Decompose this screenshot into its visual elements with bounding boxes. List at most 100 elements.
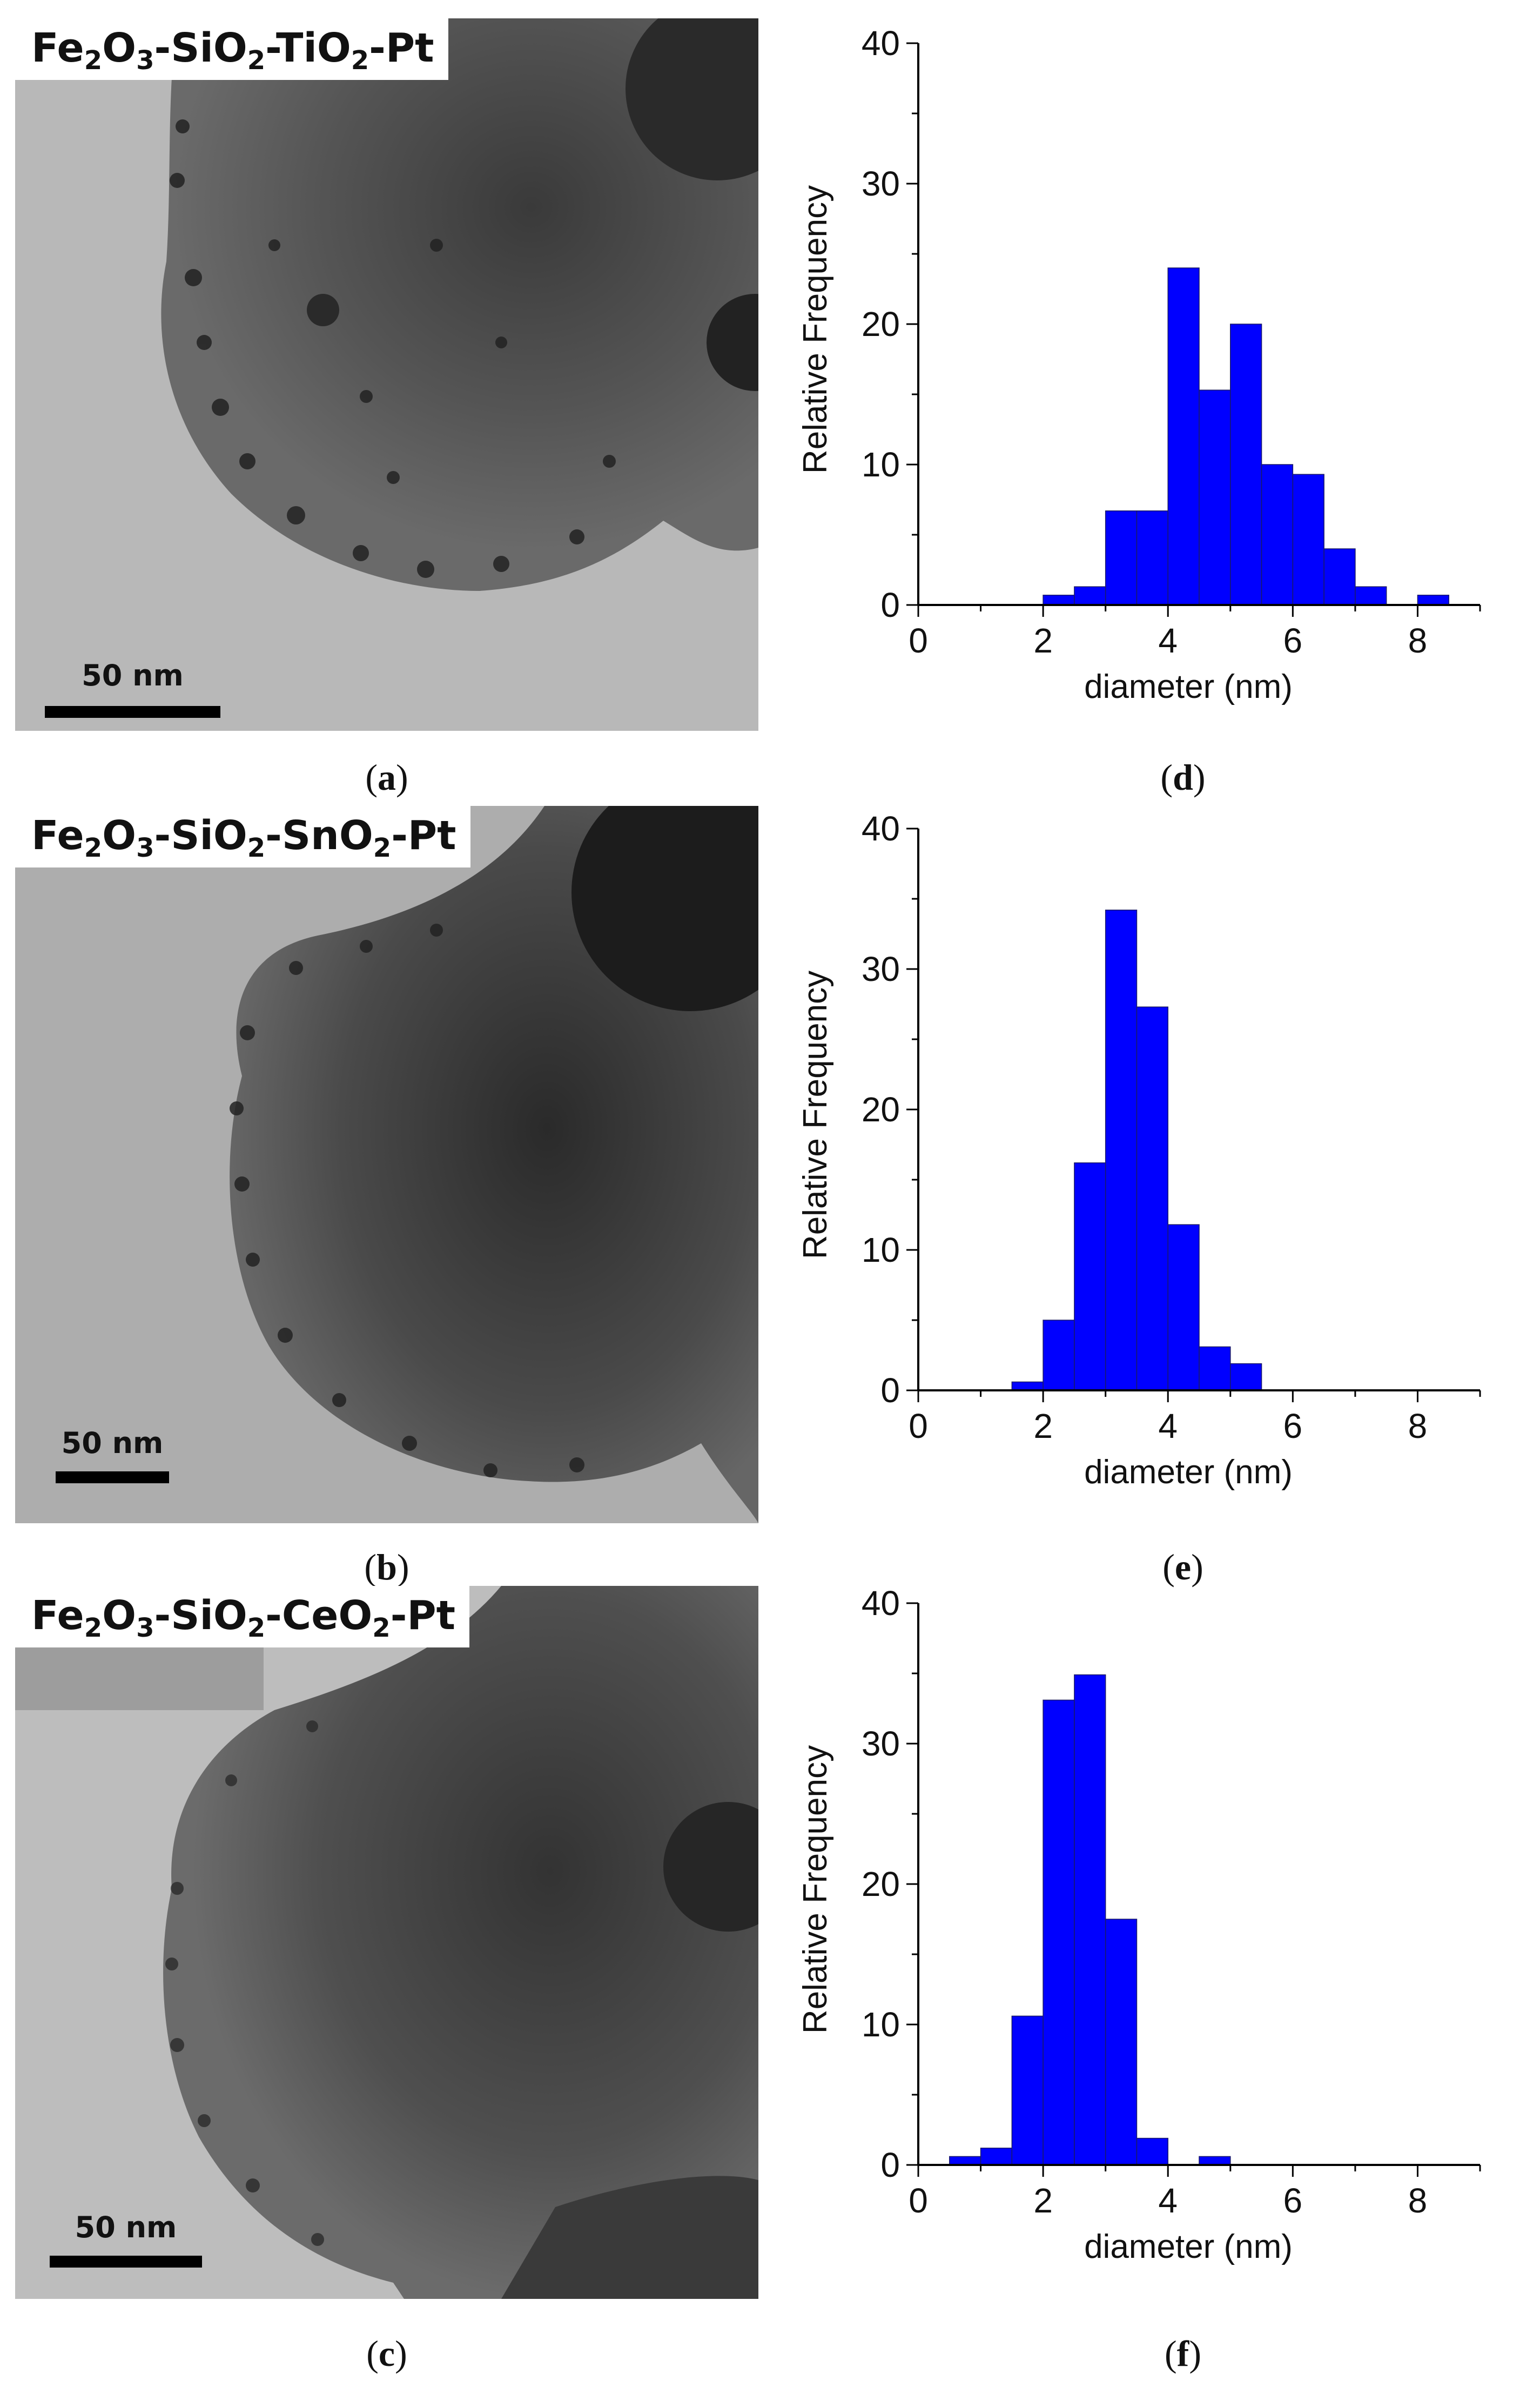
title-subscript: 2	[247, 833, 266, 863]
title-text: O	[102, 25, 137, 71]
histogram-bar	[1105, 910, 1138, 1391]
histogram-bar	[1043, 1699, 1075, 2165]
title-text: Fe	[31, 25, 84, 71]
scale-line-a	[45, 706, 220, 718]
histogram-bar	[1199, 2156, 1231, 2165]
tem-micrograph-b	[15, 806, 758, 1523]
histogram-bar	[1074, 1162, 1106, 1391]
y-tick-label: 30	[862, 950, 900, 988]
x-tick-label: 4	[1158, 621, 1178, 660]
histogram-f-svg: 0 2 4 6 8 0 10 20 30 40 diameter (nm) Relative Freq…	[797, 1584, 1481, 2265]
panel-label-e: (e)	[1162, 1546, 1203, 1588]
x-tick-label: 6	[1283, 1407, 1303, 1445]
title-subscript: 2	[373, 833, 392, 863]
title-text: Fe	[31, 812, 84, 859]
title-subscript: 2	[351, 45, 369, 76]
title-subscript: 2	[84, 833, 103, 863]
x-tick-label: 0	[909, 2181, 928, 2220]
y-axis-label: Relative Frequency	[797, 185, 834, 474]
histogram-bar	[1167, 267, 1200, 606]
histogram-bar	[1105, 1919, 1138, 2165]
histogram-bar	[1199, 389, 1231, 606]
histogram-bar	[1230, 324, 1262, 606]
histogram-bar	[980, 2148, 1013, 2165]
tem-micrograph-a	[15, 18, 758, 731]
x-tick-label: 6	[1283, 621, 1303, 660]
histogram-bar	[1074, 586, 1106, 606]
histogram-bar	[1105, 510, 1138, 606]
y-tick-label: 0	[880, 2145, 900, 2184]
y-tick-label: 40	[862, 1584, 900, 1623]
histogram-bar	[1011, 2015, 1044, 2165]
title-text: -SiO	[154, 25, 247, 71]
y-tick-label: 0	[880, 1371, 900, 1410]
histogram-bar	[1230, 1363, 1262, 1391]
histogram-bar	[1292, 474, 1324, 606]
x-tick-label: 2	[1033, 621, 1053, 660]
histogram-bar	[1323, 548, 1356, 606]
title-text: -Pt	[369, 25, 434, 71]
x-tick-label: 4	[1158, 1407, 1178, 1445]
x-axis-label: diameter (nm)	[1084, 668, 1293, 705]
scale-bar-c: 50 nm	[50, 2210, 202, 2270]
x-tick-label: 8	[1408, 1407, 1428, 1445]
scale-label-c: 50 nm	[75, 2210, 177, 2244]
y-tick-label: 40	[862, 809, 900, 848]
title-subscript: 2	[247, 45, 266, 76]
histogram-bar	[1136, 2137, 1168, 2165]
title-text: O	[102, 1592, 137, 1639]
histogram-bar	[1043, 595, 1075, 606]
panel-label-f: (f)	[1165, 2333, 1201, 2374]
histogram-f: 0 2 4 6 8 0 10 20 30 40 diameter (nm) Relative Freq…	[789, 1576, 1513, 2300]
histogram-bar	[1355, 586, 1387, 606]
tem-title-b: Fe2O3-SiO2-SnO2-Pt	[15, 806, 470, 867]
y-tick-label: 40	[862, 24, 900, 63]
title-subscript: 3	[136, 833, 154, 863]
histogram-e: 0 2 4 6 8 0 10 20 30 40 diameter (nm) Relative Freq…	[789, 802, 1513, 1525]
histogram-bar	[1261, 464, 1294, 606]
x-tick-label: 2	[1033, 2181, 1053, 2220]
x-tick-label: 4	[1158, 2181, 1178, 2220]
title-subscript: 2	[372, 1613, 391, 1643]
title-text: Fe	[31, 1592, 84, 1639]
x-tick-label: 8	[1408, 2181, 1428, 2220]
histogram-d-svg: 0 2 4 6 8 0 10 20 30 40 diameter (nm) Relative Freq…	[797, 24, 1481, 705]
title-text: -TiO	[265, 25, 351, 71]
title-text: -Pt	[391, 812, 456, 859]
y-tick-label: 20	[862, 305, 900, 344]
panel-label-a: (a)	[365, 757, 408, 798]
histogram-bar	[949, 2156, 981, 2165]
y-tick-label: 20	[862, 1090, 900, 1129]
scale-line-b	[56, 1471, 169, 1483]
y-tick-label: 30	[862, 164, 900, 203]
x-tick-label: 0	[909, 1407, 928, 1445]
histogram-bar	[1011, 1381, 1044, 1391]
tem-image-c: Fe2O3-SiO2-CeO2-Pt 50 nm	[15, 1586, 758, 2299]
title-text: -SiO	[154, 812, 247, 859]
scale-bar-a: 50 nm	[45, 658, 220, 718]
tem-image-b: Fe2O3-SiO2-SnO2-Pt 50 nm	[15, 806, 758, 1523]
y-tick-label: 0	[880, 586, 900, 624]
scale-line-c	[50, 2256, 202, 2268]
histogram-bar	[1136, 1006, 1168, 1391]
title-subscript: 3	[136, 45, 154, 76]
y-tick-label: 10	[862, 2005, 900, 2044]
tem-title-a: Fe2O3-SiO2-TiO2-Pt	[15, 18, 448, 80]
y-tick-label: 10	[862, 1230, 900, 1269]
histogram-bar	[1074, 1674, 1106, 2165]
x-axis-label: diameter (nm)	[1084, 1454, 1293, 1491]
x-tick-label: 2	[1033, 1407, 1053, 1445]
histogram-bar	[1199, 1346, 1231, 1391]
scale-label-b: 50 nm	[61, 1426, 164, 1460]
title-text: -SnO	[265, 812, 373, 859]
tem-micrograph-c	[15, 1586, 758, 2299]
scale-bar-b: 50 nm	[56, 1426, 169, 1485]
y-tick-label: 20	[862, 1865, 900, 1903]
x-tick-label: 6	[1283, 2181, 1303, 2220]
histogram-bar	[1136, 510, 1168, 606]
title-subscript: 2	[247, 1613, 266, 1643]
title-subscript: 2	[84, 45, 103, 76]
tem-title-c: Fe2O3-SiO2-CeO2-Pt	[15, 1586, 470, 1647]
histogram-bar	[1043, 1320, 1075, 1391]
y-axis-label: Relative Frequency	[797, 1745, 834, 2034]
